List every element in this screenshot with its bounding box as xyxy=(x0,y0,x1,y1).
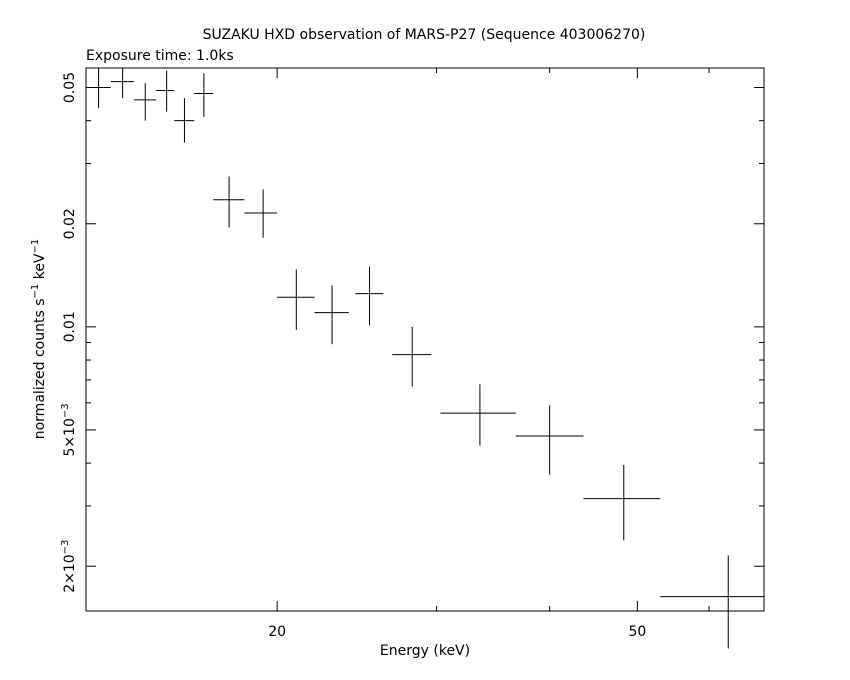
y-tick-label-mantissa: 2×10 xyxy=(62,554,78,592)
y-tick-label-group: 0.01 xyxy=(62,311,78,342)
x-tick-label: 50 xyxy=(628,624,646,640)
y-tick-label: 0.02 xyxy=(62,208,78,239)
y-axis-label-mid: keV xyxy=(32,253,48,284)
y-tick-label: 5×10−3 xyxy=(60,403,78,456)
y-tick-label-group: 0.05 xyxy=(62,72,78,103)
x-axis-label: Energy (keV) xyxy=(380,643,470,659)
y-tick-label: 0.01 xyxy=(62,311,78,342)
y-axis-label-exp1: −1 xyxy=(30,284,41,299)
y-tick-label-exponent: −3 xyxy=(60,403,71,418)
y-tick-label: 2×10−3 xyxy=(60,540,78,593)
y-tick-label-group: 5×10−3 xyxy=(60,403,78,456)
y-tick-label-group: 2×10−3 xyxy=(60,540,78,593)
y-axis-label-group: normalized counts s−1 keV−1 xyxy=(30,239,48,440)
y-tick-label-group: 0.02 xyxy=(62,208,78,239)
x-axis: 20 50 xyxy=(268,68,710,640)
data-series xyxy=(86,68,764,649)
chart-title: SUZAKU HXD observation of MARS-P27 (Sequ… xyxy=(203,27,646,43)
y-axis-label-exp2: −1 xyxy=(30,239,41,254)
x-tick-label: 20 xyxy=(268,624,286,640)
y-tick-label-exponent: −3 xyxy=(60,540,71,555)
y-axis-label-text: normalized counts s xyxy=(32,298,48,439)
y-axis: 0.050.020.015×10−32×10−3 xyxy=(60,72,764,593)
y-tick-label-mantissa: 5×10 xyxy=(62,418,78,456)
chart-subtitle: Exposure time: 1.0ks xyxy=(86,48,234,64)
y-tick-label: 0.05 xyxy=(62,72,78,103)
y-axis-label: normalized counts s−1 keV−1 xyxy=(30,239,48,440)
plot-frame xyxy=(85,67,765,612)
